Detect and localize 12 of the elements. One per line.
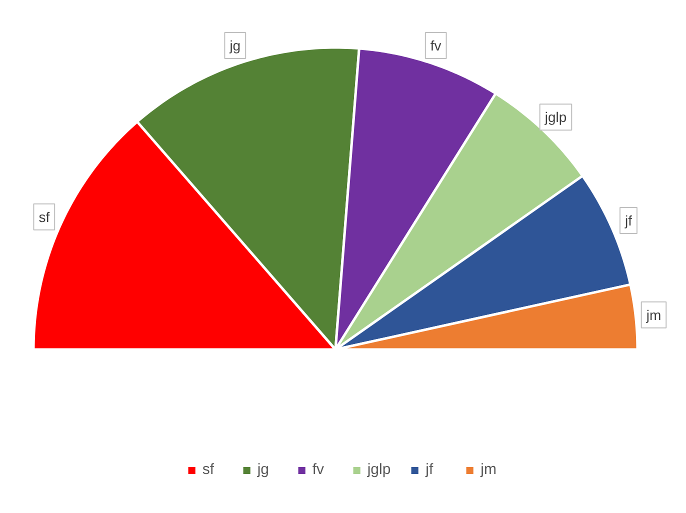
legend-label: jf (426, 461, 434, 478)
legend-label: sf (202, 461, 215, 478)
legend-label: jg (257, 461, 270, 478)
legend-label: fv (312, 461, 325, 478)
legend-label: jm (480, 461, 498, 478)
slice-label: sf (38, 208, 50, 225)
slice-label: jg (228, 38, 241, 54)
legend-label: jglp (367, 461, 391, 478)
slice-label: fv (430, 38, 442, 54)
slice-label: jf (624, 212, 632, 229)
slice-label: jm (645, 306, 662, 323)
slice-label: jglp (544, 109, 567, 126)
